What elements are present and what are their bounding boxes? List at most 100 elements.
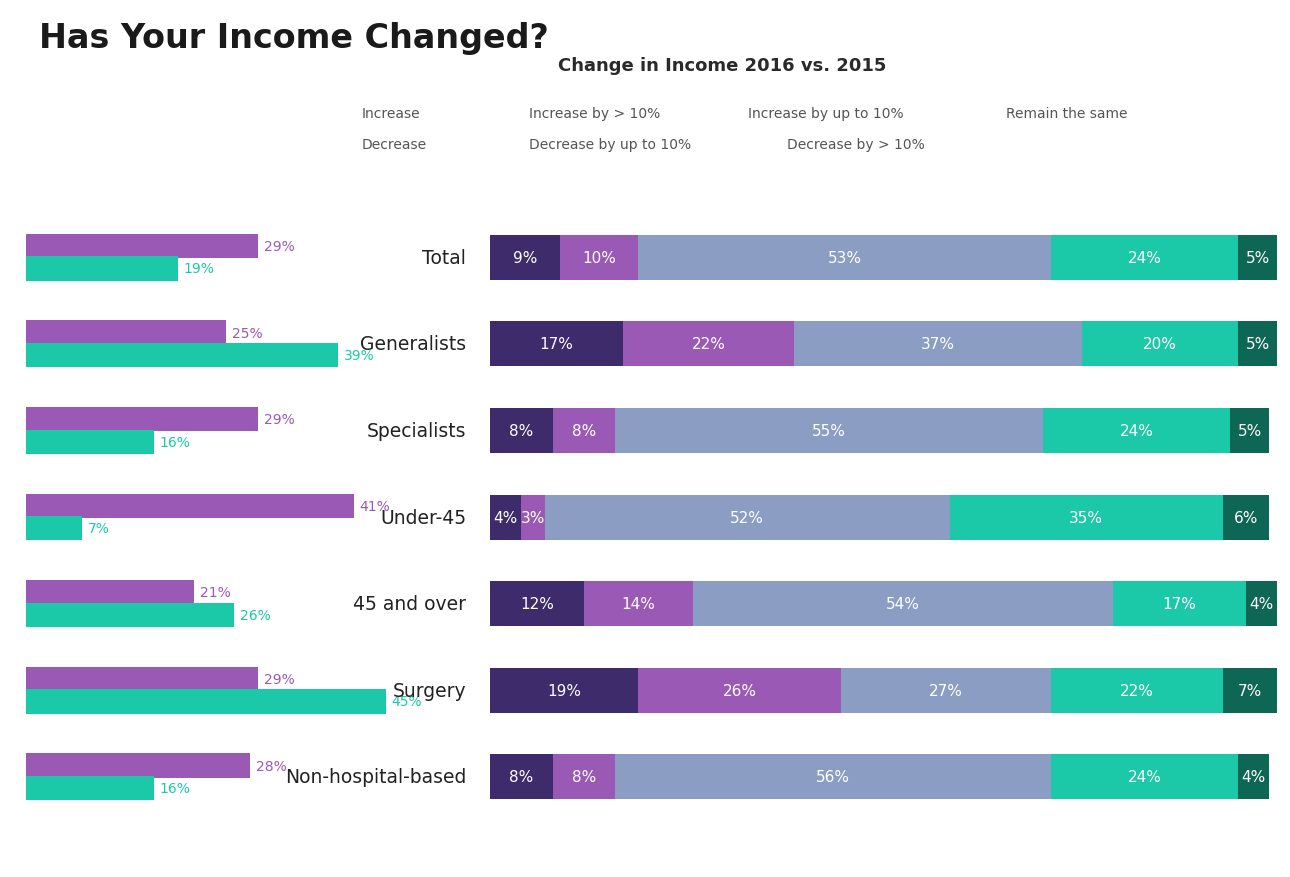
Text: 54%: 54% <box>886 596 920 611</box>
Bar <box>490 581 583 626</box>
Bar <box>26 753 250 778</box>
Bar <box>1051 668 1223 713</box>
Text: 53%: 53% <box>828 251 862 266</box>
Text: 6%: 6% <box>1233 510 1258 525</box>
Text: 4%: 4% <box>1241 769 1265 784</box>
Bar <box>26 776 154 801</box>
Text: 29%: 29% <box>263 239 294 253</box>
Text: 4%: 4% <box>494 510 517 525</box>
Bar <box>615 409 1044 453</box>
Bar <box>583 581 693 626</box>
Text: 24%: 24% <box>1127 251 1161 266</box>
Text: 7%: 7% <box>88 522 110 536</box>
Bar <box>544 495 949 540</box>
Bar <box>949 495 1223 540</box>
Text: 28%: 28% <box>255 759 286 773</box>
Text: Remain the same: Remain the same <box>1006 107 1127 121</box>
Bar <box>552 754 615 800</box>
Text: Generalists: Generalists <box>360 335 466 354</box>
Bar <box>26 581 194 605</box>
Text: 29%: 29% <box>263 413 294 427</box>
Bar <box>1246 581 1277 626</box>
Text: 20%: 20% <box>1143 337 1178 352</box>
Bar <box>26 494 353 518</box>
Text: Total: Total <box>422 248 466 267</box>
Text: 19%: 19% <box>183 262 214 276</box>
Bar <box>639 235 1051 281</box>
Bar <box>490 754 552 800</box>
Bar <box>26 408 258 431</box>
Text: Specialists: Specialists <box>366 422 466 440</box>
Bar <box>26 667 258 691</box>
Bar <box>1044 409 1231 453</box>
Text: Increase by up to 10%: Increase by up to 10% <box>748 107 904 121</box>
Text: Decrease by up to 10%: Decrease by up to 10% <box>529 138 691 152</box>
Text: 45%: 45% <box>392 695 422 709</box>
Bar <box>552 409 615 453</box>
Bar <box>623 322 795 367</box>
Text: 14%: 14% <box>622 596 655 611</box>
Bar <box>490 409 552 453</box>
Text: 7%: 7% <box>1237 683 1262 698</box>
Bar <box>639 668 841 713</box>
Bar <box>26 689 386 714</box>
Bar <box>1231 409 1269 453</box>
Text: 56%: 56% <box>817 769 850 784</box>
Text: Under-45: Under-45 <box>381 508 466 527</box>
Bar <box>490 322 623 367</box>
Text: 26%: 26% <box>722 683 756 698</box>
Text: Decrease by > 10%: Decrease by > 10% <box>787 138 925 152</box>
Text: 10%: 10% <box>582 251 617 266</box>
Bar <box>795 322 1082 367</box>
Bar <box>26 603 233 627</box>
Text: 25%: 25% <box>232 326 262 340</box>
Text: Non-hospital-based: Non-hospital-based <box>285 767 466 787</box>
Text: Increase by > 10%: Increase by > 10% <box>529 107 660 121</box>
Text: 24%: 24% <box>1127 769 1161 784</box>
Text: 52%: 52% <box>730 510 764 525</box>
Text: 4%: 4% <box>1250 596 1273 611</box>
Bar <box>1113 581 1246 626</box>
Bar <box>1238 235 1277 281</box>
Bar <box>693 581 1113 626</box>
Text: 17%: 17% <box>1162 596 1197 611</box>
Text: 29%: 29% <box>263 672 294 686</box>
Text: 41%: 41% <box>360 499 391 513</box>
Bar <box>1238 322 1277 367</box>
Text: 37%: 37% <box>921 337 955 352</box>
Text: 8%: 8% <box>510 769 534 784</box>
Text: 8%: 8% <box>510 424 534 438</box>
Bar <box>560 235 639 281</box>
Text: 16%: 16% <box>160 435 191 449</box>
Text: Change in Income 2016 vs. 2015: Change in Income 2016 vs. 2015 <box>559 57 886 75</box>
Text: 55%: 55% <box>813 424 846 438</box>
Bar <box>1082 322 1238 367</box>
Bar <box>490 495 521 540</box>
Bar <box>1223 668 1277 713</box>
Bar <box>1051 754 1238 800</box>
Text: 24%: 24% <box>1120 424 1153 438</box>
Text: 12%: 12% <box>520 596 553 611</box>
Text: Has Your Income Changed?: Has Your Income Changed? <box>39 22 548 55</box>
Bar <box>1051 235 1238 281</box>
Bar <box>26 517 81 541</box>
Bar <box>490 235 560 281</box>
Bar <box>1223 495 1269 540</box>
Text: 8%: 8% <box>571 769 596 784</box>
Text: 27%: 27% <box>929 683 962 698</box>
Bar <box>26 344 338 367</box>
Text: Surgery: Surgery <box>392 681 466 700</box>
Text: Increase: Increase <box>361 107 419 121</box>
Bar <box>1238 754 1269 800</box>
Text: 16%: 16% <box>160 781 191 795</box>
Bar <box>26 430 154 454</box>
Text: 39%: 39% <box>343 349 374 363</box>
Bar <box>615 754 1051 800</box>
Bar <box>841 668 1051 713</box>
Text: 3%: 3% <box>521 510 546 525</box>
Bar <box>490 668 639 713</box>
Bar <box>26 234 258 259</box>
Text: 26%: 26% <box>240 608 271 622</box>
Text: 22%: 22% <box>691 337 725 352</box>
Text: 19%: 19% <box>547 683 582 698</box>
